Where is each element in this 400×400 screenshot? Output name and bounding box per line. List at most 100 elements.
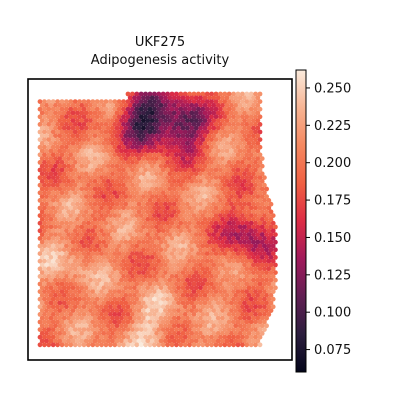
spot — [154, 232, 160, 238]
spot — [174, 312, 179, 317]
spot — [127, 338, 133, 344]
spot — [257, 129, 263, 135]
spot — [200, 137, 206, 143]
spot — [61, 308, 67, 313]
spot — [215, 95, 221, 101]
spot — [119, 255, 124, 260]
spot — [61, 163, 67, 169]
spot — [178, 213, 184, 219]
spot — [94, 167, 100, 173]
spot — [66, 217, 71, 222]
spot — [251, 232, 256, 238]
spot — [270, 266, 276, 272]
spot — [198, 232, 204, 238]
spot — [143, 114, 149, 120]
spot — [125, 106, 131, 112]
spot — [81, 319, 87, 325]
spot — [110, 323, 115, 329]
spot — [171, 285, 177, 291]
spot — [152, 213, 157, 219]
spot — [240, 160, 245, 165]
spot — [255, 194, 261, 200]
spot — [105, 308, 111, 313]
spot — [114, 148, 120, 154]
spot — [257, 99, 263, 104]
spot — [64, 190, 69, 196]
spot — [220, 201, 226, 207]
spot — [156, 312, 162, 317]
spot — [44, 293, 49, 298]
spot — [119, 163, 124, 169]
spot — [240, 91, 245, 97]
spot — [200, 274, 206, 279]
spot — [174, 198, 179, 203]
spot — [37, 144, 43, 150]
spot — [178, 114, 184, 120]
colorbar-tick-label-6: 0.100 — [314, 306, 351, 321]
spot — [226, 106, 232, 112]
spot — [55, 175, 60, 181]
spot — [176, 331, 182, 336]
spot — [105, 247, 111, 253]
spot — [86, 289, 91, 294]
spot — [209, 289, 215, 294]
spot — [147, 182, 153, 188]
spot — [209, 114, 215, 120]
spot — [257, 342, 263, 348]
spot — [110, 338, 115, 344]
spot — [253, 342, 258, 348]
spot — [145, 194, 151, 200]
spot — [193, 293, 199, 298]
spot — [136, 156, 142, 162]
spot — [116, 228, 122, 234]
spot — [182, 228, 188, 234]
spot — [92, 293, 98, 298]
spot — [130, 91, 135, 97]
spot — [145, 239, 151, 245]
spot — [123, 331, 129, 336]
spot — [64, 220, 69, 226]
spot — [160, 266, 166, 272]
spot — [204, 289, 210, 294]
spot — [231, 266, 237, 272]
spot — [48, 247, 54, 253]
spot — [218, 274, 223, 279]
spot — [193, 285, 199, 291]
spot — [105, 118, 111, 123]
spot — [185, 194, 190, 200]
spot — [240, 304, 245, 310]
spot — [86, 122, 91, 127]
spot — [178, 220, 184, 226]
spot — [81, 312, 87, 317]
spot — [257, 122, 263, 127]
spot — [125, 114, 131, 120]
spot — [266, 281, 272, 287]
spot — [235, 304, 241, 310]
spot — [176, 118, 182, 123]
spot — [119, 141, 124, 146]
spot — [130, 312, 135, 317]
spot — [180, 285, 186, 291]
spot — [204, 228, 210, 234]
spot — [189, 125, 195, 131]
spot — [125, 152, 131, 158]
spot — [57, 323, 63, 329]
spot — [231, 228, 237, 234]
spot — [108, 198, 113, 203]
spot — [218, 319, 223, 325]
spot — [121, 129, 126, 135]
spot — [55, 228, 60, 234]
spot — [222, 122, 228, 127]
spot — [215, 224, 221, 230]
spot — [149, 209, 155, 215]
spot — [79, 148, 85, 154]
spot — [204, 91, 210, 97]
spot — [187, 213, 193, 219]
spot — [187, 129, 193, 135]
spot — [37, 190, 43, 196]
spot — [193, 209, 199, 215]
spot — [42, 327, 47, 332]
spot — [257, 114, 263, 120]
spot — [50, 114, 56, 120]
spot — [86, 236, 91, 241]
